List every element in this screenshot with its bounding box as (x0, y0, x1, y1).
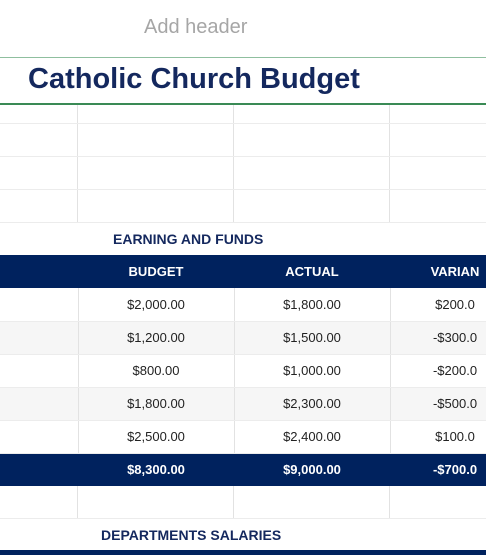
column-header-label[interactable] (0, 255, 79, 288)
document-title[interactable]: Catholic Church Budget (28, 63, 360, 95)
column-header-budget[interactable]: BUDGET (78, 255, 235, 288)
total-label-cell[interactable] (0, 453, 79, 486)
grid-line (77, 486, 78, 519)
table-row: $2,000.00 $1,800.00 $200.0 (0, 288, 486, 322)
variance-cell[interactable]: $100.0 (390, 420, 486, 454)
add-header-placeholder[interactable]: Add header (144, 16, 248, 38)
grid-line (389, 105, 390, 223)
grid-line (0, 123, 486, 124)
total-row: $8,300.00 $9,000.00 -$700.0 (0, 453, 486, 486)
empty-grid-row[interactable] (0, 486, 486, 519)
row-label-cell[interactable] (0, 420, 79, 454)
salaries-section-title: DEPARTMENTS SALARIES (101, 527, 282, 543)
page-header-area[interactable]: Add header (0, 0, 486, 58)
grid-line (0, 189, 486, 190)
grid-line (0, 518, 486, 519)
row-label-cell[interactable] (0, 288, 79, 322)
actual-cell[interactable]: $2,400.00 (234, 420, 391, 454)
grid-line (389, 486, 390, 519)
grid-line (0, 156, 486, 157)
row-label-cell[interactable] (0, 321, 79, 355)
variance-cell[interactable]: -$500.0 (390, 387, 486, 421)
total-budget-cell[interactable]: $8,300.00 (78, 453, 235, 486)
earnings-section-title: EARNING AND FUNDS (113, 231, 264, 247)
variance-cell[interactable]: -$200.0 (390, 354, 486, 388)
actual-cell[interactable]: $1,500.00 (234, 321, 391, 355)
budget-cell[interactable]: $1,800.00 (78, 387, 235, 421)
row-label-cell[interactable] (0, 387, 79, 421)
column-header-actual[interactable]: ACTUAL (234, 255, 391, 288)
table-row: $800.00 $1,000.00 -$200.0 (0, 354, 486, 388)
actual-cell[interactable]: $1,800.00 (234, 288, 391, 322)
table-row: $1,200.00 $1,500.00 -$300.0 (0, 321, 486, 355)
grid-line (233, 486, 234, 519)
budget-cell[interactable]: $1,200.00 (78, 321, 235, 355)
budget-cell[interactable]: $800.00 (78, 354, 235, 388)
actual-cell[interactable]: $1,000.00 (234, 354, 391, 388)
grid-line (233, 105, 234, 223)
variance-cell[interactable]: -$300.0 (390, 321, 486, 355)
budget-cell[interactable]: $2,500.00 (78, 420, 235, 454)
table-header-row: BUDGET ACTUAL VARIAN (0, 255, 486, 288)
budget-cell[interactable]: $2,000.00 (78, 288, 235, 322)
title-underline (0, 103, 486, 105)
column-header-variance[interactable]: VARIAN (390, 255, 486, 288)
salaries-table-header-edge (0, 550, 486, 555)
grid-line (77, 105, 78, 223)
earnings-table: BUDGET ACTUAL VARIAN $2,000.00 $1,800.00… (0, 255, 486, 486)
row-label-cell[interactable] (0, 354, 79, 388)
variance-cell[interactable]: $200.0 (390, 288, 486, 322)
table-row: $1,800.00 $2,300.00 -$500.0 (0, 387, 486, 421)
actual-cell[interactable]: $2,300.00 (234, 387, 391, 421)
total-actual-cell[interactable]: $9,000.00 (234, 453, 391, 486)
table-row: $2,500.00 $2,400.00 $100.0 (0, 420, 486, 454)
grid-line (0, 222, 486, 223)
total-variance-cell[interactable]: -$700.0 (390, 453, 486, 486)
